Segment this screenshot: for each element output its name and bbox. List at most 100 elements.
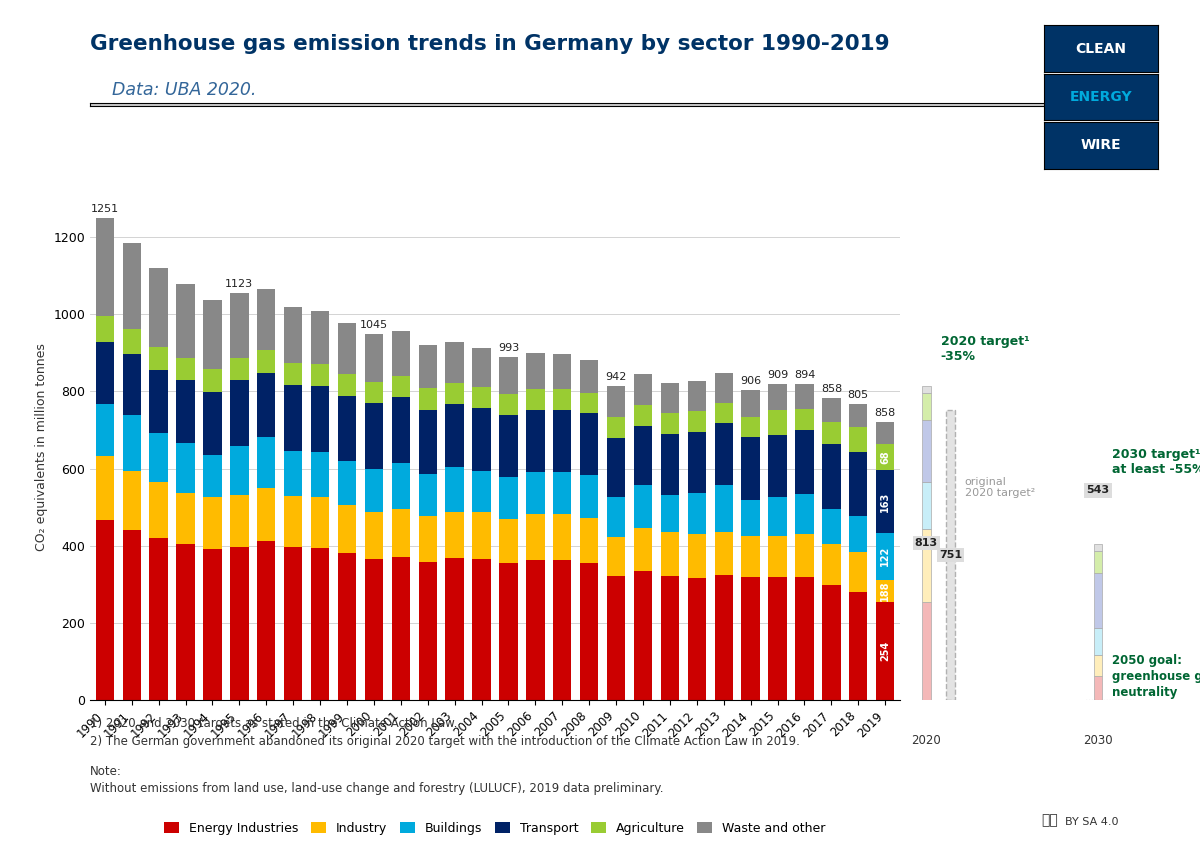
Bar	[876, 470, 894, 533]
Bar	[230, 293, 248, 359]
Bar	[419, 474, 437, 516]
Bar	[876, 422, 894, 444]
Bar	[473, 408, 491, 471]
Bar	[499, 415, 517, 477]
Bar	[714, 485, 733, 532]
Bar	[714, 532, 733, 575]
Bar	[499, 477, 517, 519]
Bar	[230, 495, 248, 547]
Legend: Energy Industries, Industry, Buildings, Transport, Agriculture, Waste and other: Energy Industries, Industry, Buildings, …	[160, 817, 830, 840]
Bar	[922, 387, 931, 393]
Bar	[1094, 544, 1103, 550]
Bar	[661, 533, 679, 576]
Bar	[527, 472, 545, 514]
Bar	[688, 493, 706, 534]
Bar	[150, 268, 168, 347]
Bar	[768, 498, 787, 536]
Text: 2020: 2020	[912, 734, 941, 747]
Bar	[122, 243, 140, 330]
Text: 858: 858	[821, 384, 842, 394]
Bar	[922, 420, 931, 483]
Bar	[311, 386, 329, 451]
Bar	[768, 410, 787, 435]
Bar	[365, 382, 383, 404]
Bar	[96, 316, 114, 343]
Bar	[822, 444, 840, 509]
Bar	[445, 558, 463, 700]
Bar	[607, 438, 625, 497]
Bar	[230, 446, 248, 495]
Bar	[230, 547, 248, 700]
Bar	[688, 411, 706, 432]
Text: Greenhouse gas emission trends in Germany by sector 1990-2019: Greenhouse gas emission trends in German…	[90, 34, 889, 54]
Text: 68: 68	[880, 450, 890, 464]
Bar	[176, 494, 194, 544]
Bar	[257, 437, 276, 488]
Bar	[338, 505, 356, 553]
Bar	[796, 494, 814, 534]
Bar	[473, 387, 491, 408]
Bar	[553, 472, 571, 514]
Bar	[553, 561, 571, 700]
Bar	[338, 460, 356, 505]
Bar	[391, 556, 410, 700]
Text: 122: 122	[880, 546, 890, 566]
Bar	[580, 518, 599, 563]
Bar	[203, 497, 222, 550]
Text: Data: UBA 2020.: Data: UBA 2020.	[90, 81, 257, 98]
Bar	[553, 410, 571, 472]
Bar	[365, 469, 383, 511]
Text: 2030 target¹
at least -55%: 2030 target¹ at least -55%	[1112, 449, 1200, 477]
Bar	[338, 374, 356, 396]
Bar	[284, 451, 302, 496]
Bar	[150, 538, 168, 700]
Bar	[876, 533, 894, 580]
Text: ⒸⒸ: ⒸⒸ	[1042, 812, 1058, 827]
Bar	[419, 388, 437, 410]
Bar	[338, 553, 356, 700]
Bar	[499, 563, 517, 700]
Bar	[553, 514, 571, 561]
Bar	[391, 397, 410, 463]
Bar	[150, 433, 168, 483]
Bar	[922, 483, 931, 529]
Bar	[311, 548, 329, 700]
Text: 2050 goal:
greenhouse gas
neutrality: 2050 goal: greenhouse gas neutrality	[1112, 654, 1200, 699]
Text: 163: 163	[880, 491, 890, 511]
Bar	[634, 572, 652, 700]
Bar	[203, 455, 222, 497]
Bar	[714, 373, 733, 403]
Bar	[661, 434, 679, 495]
Text: WIRE: WIRE	[1081, 138, 1121, 153]
Bar	[634, 374, 652, 405]
Text: 2030: 2030	[1084, 734, 1112, 747]
Bar	[688, 432, 706, 493]
Bar	[284, 363, 302, 385]
Bar	[661, 576, 679, 700]
Text: 2020 target¹
-35%: 2020 target¹ -35%	[941, 335, 1030, 363]
Bar	[850, 516, 868, 552]
Bar	[634, 426, 652, 485]
Bar	[922, 602, 931, 700]
Bar	[1094, 628, 1103, 655]
Bar	[553, 354, 571, 389]
Bar	[473, 471, 491, 512]
Bar	[96, 218, 114, 316]
Bar	[176, 284, 194, 358]
Bar	[311, 451, 329, 498]
Bar	[822, 422, 840, 444]
Bar	[419, 516, 437, 561]
Bar	[1094, 573, 1103, 628]
Bar	[365, 560, 383, 700]
Bar	[176, 358, 194, 380]
Bar	[176, 544, 194, 700]
Bar	[634, 405, 652, 426]
Bar	[445, 512, 463, 558]
Bar	[527, 560, 545, 700]
Text: 751: 751	[938, 550, 962, 560]
Bar	[850, 404, 868, 427]
Text: 805: 805	[847, 390, 869, 400]
Bar	[150, 347, 168, 371]
Bar	[768, 577, 787, 700]
Bar	[634, 485, 652, 527]
